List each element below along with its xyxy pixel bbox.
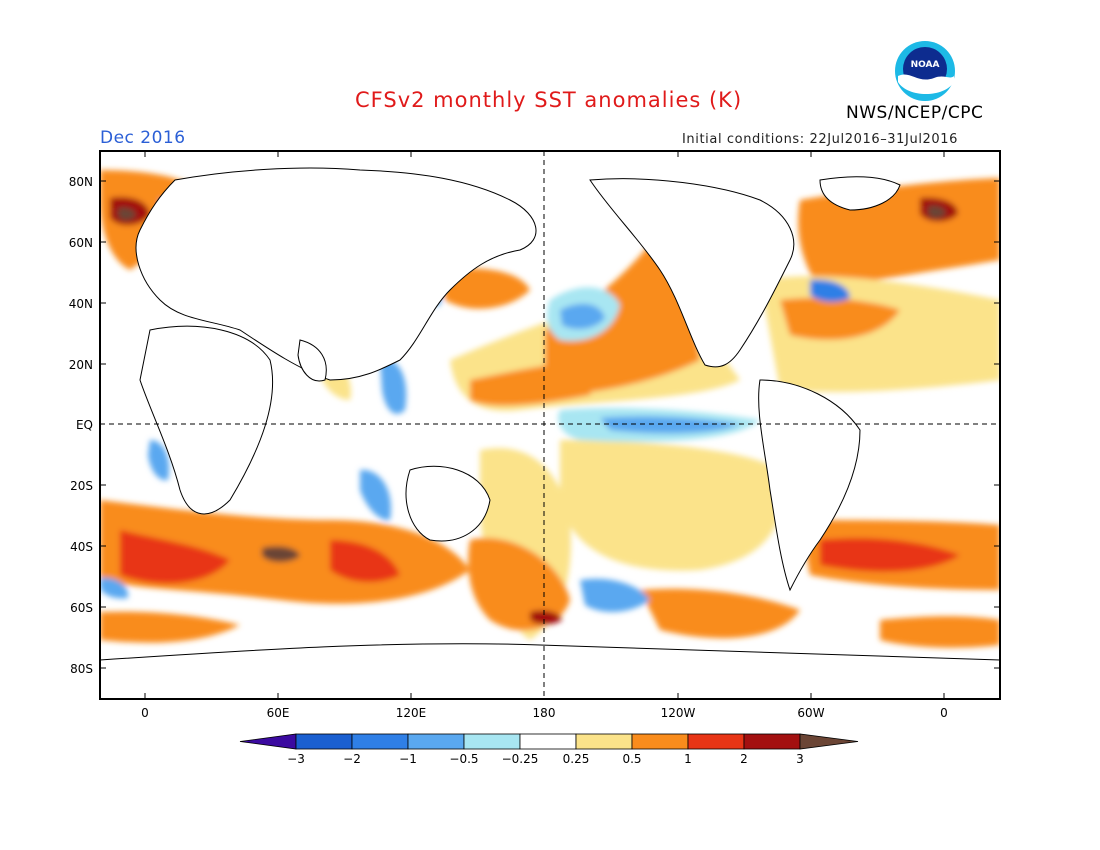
- lon-tick-label: 0: [940, 706, 948, 720]
- anomaly-region: [468, 538, 570, 631]
- anomaly-region: [100, 611, 240, 643]
- colorbar-swatch: [519, 733, 577, 750]
- colorbar-arrow-low: [239, 733, 297, 750]
- landmass: [819, 176, 901, 211]
- colorbar-label: −2: [343, 752, 361, 766]
- colorbar-label: 3: [796, 752, 804, 766]
- anomaly-region: [360, 469, 391, 521]
- landmass: [758, 379, 861, 592]
- anomaly-region: [118, 207, 136, 221]
- lat-tick-label: 80N: [69, 175, 93, 189]
- lat-tick-label: 20N: [69, 358, 93, 372]
- colorbar-swatch: [295, 733, 353, 750]
- chart-title: CFSv2 monthly SST anomalies (K): [355, 88, 743, 112]
- initial-conditions: Initial conditions: 22Jul2016–31Jul2016: [682, 132, 959, 147]
- landmass: [135, 167, 537, 381]
- colorbar-label: 2: [740, 752, 748, 766]
- lat-tick-label: EQ: [76, 418, 93, 432]
- anomaly-region: [262, 546, 300, 562]
- colorbar: −3 −2 −1 −0.5 −0.25 0.25 0.5 1 2 3: [239, 733, 859, 766]
- continents: [100, 167, 1000, 699]
- lon-axis: 0 60E 120E 180 120W 60W 0: [141, 151, 948, 720]
- anomaly-region: [330, 540, 400, 582]
- anomaly-region: [780, 298, 900, 340]
- lat-tick-label: 40N: [69, 297, 93, 311]
- lat-axis: 80N 60N 40N 20N EQ 20S 40S 60S 80S: [69, 175, 1000, 676]
- colorbar-swatch: [463, 733, 521, 750]
- colorbar-swatch: [407, 733, 465, 750]
- lat-tick-label: 80S: [70, 662, 93, 676]
- lat-tick-label: 60N: [69, 236, 93, 250]
- landmass: [297, 339, 327, 382]
- anomaly-region: [530, 610, 562, 625]
- lat-tick-label: 20S: [70, 479, 93, 493]
- colorbar-label: −3: [287, 752, 305, 766]
- colorbar-label: 1: [684, 752, 692, 766]
- lon-tick-label: 120E: [396, 706, 427, 720]
- anomaly-field: [100, 151, 1000, 699]
- colorbar-swatch: [575, 733, 633, 750]
- landmass: [405, 465, 491, 542]
- logo-text: NOAA: [911, 60, 940, 70]
- anomaly-region: [148, 440, 170, 481]
- anomaly-region: [100, 577, 129, 599]
- lat-tick-label: 60S: [70, 601, 93, 615]
- forecast-month: Dec 2016: [100, 128, 186, 148]
- anomaly-region: [600, 416, 740, 434]
- anomaly-region: [470, 363, 600, 406]
- anomaly-region: [120, 530, 230, 584]
- colorbar-label: 0.5: [622, 752, 641, 766]
- landmass: [139, 325, 274, 515]
- anomaly-region: [820, 538, 960, 572]
- colorbar-arrow-high: [799, 733, 859, 750]
- anomaly-region: [560, 303, 605, 330]
- plot-frame: [99, 150, 1001, 700]
- anomaly-region: [380, 359, 407, 414]
- landmass: [589, 178, 795, 368]
- lon-tick-label: 180: [533, 706, 556, 720]
- noaa-logo: NOAA: [895, 41, 955, 101]
- colorbar-swatch: [743, 733, 801, 750]
- anomaly-region: [880, 616, 1000, 648]
- anomaly-region: [580, 578, 650, 612]
- lon-tick-label: 60E: [267, 706, 290, 720]
- anomaly-region: [810, 279, 850, 302]
- lon-tick-label: 120W: [661, 706, 696, 720]
- anomaly-region: [928, 205, 946, 219]
- landmass: [100, 643, 1000, 699]
- colorbar-swatch: [631, 733, 689, 750]
- lon-tick-label: 60W: [797, 706, 824, 720]
- colorbar-label: −0.5: [449, 752, 478, 766]
- lat-tick-label: 40S: [70, 540, 93, 554]
- anomaly-region: [640, 588, 800, 639]
- anomaly-region: [560, 440, 783, 571]
- colorbar-swatch: [687, 733, 745, 750]
- lon-tick-label: 0: [141, 706, 149, 720]
- colorbar-label: −1: [399, 752, 417, 766]
- colorbar-label: 0.25: [563, 752, 590, 766]
- colorbar-swatch: [351, 733, 409, 750]
- colorbar-label: −0.25: [502, 752, 539, 766]
- agency-label: NWS/NCEP/CPC: [846, 103, 984, 123]
